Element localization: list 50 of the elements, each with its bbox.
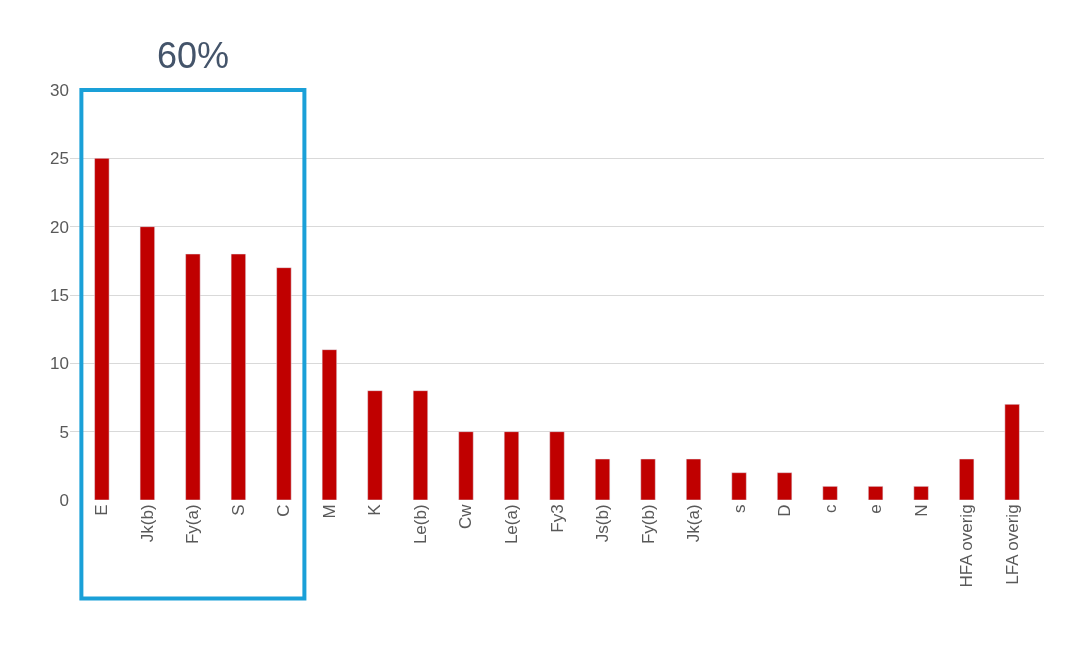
bar — [777, 472, 793, 500]
bar — [458, 431, 474, 500]
bar — [549, 431, 565, 500]
x-tick-label: Fy(a) — [183, 504, 203, 545]
bar — [594, 458, 611, 500]
bar — [185, 253, 201, 500]
x-tick-label: Js(b) — [593, 504, 613, 543]
x-tick-label: M — [319, 504, 339, 519]
bar — [822, 486, 838, 500]
x-tick-label: Jk(b) — [137, 504, 157, 543]
y-tick-label: 25 — [50, 149, 69, 169]
y-tick-label: 20 — [50, 217, 69, 237]
x-tick-label: C — [274, 504, 294, 517]
x-tick-label: Fy3 — [547, 504, 567, 533]
x-tick-label: K — [365, 503, 385, 516]
bar — [731, 472, 747, 500]
bar — [640, 458, 656, 500]
x-tick-label: LFA overig — [1002, 504, 1022, 585]
bar — [503, 431, 520, 500]
bar — [230, 253, 246, 500]
text: 60% — [157, 35, 230, 76]
y-tick-label: 5 — [59, 422, 69, 442]
bar — [94, 158, 110, 500]
x-tick-label: Le(b) — [410, 504, 430, 545]
bar — [321, 349, 337, 500]
bar — [367, 390, 383, 500]
bar — [139, 226, 155, 500]
bar — [868, 486, 884, 500]
x-tick-label: HFA overig — [957, 504, 977, 588]
bar — [1004, 404, 1020, 500]
x-tick-label: S — [228, 504, 248, 516]
bar — [276, 267, 292, 500]
bar — [913, 486, 929, 500]
x-tick-label: Cw — [456, 503, 476, 529]
x-tick-label: Le(a) — [502, 504, 522, 545]
x-tick-label: E — [92, 504, 112, 516]
y-tick-label: 10 — [50, 354, 69, 374]
x-tick-label: c — [820, 503, 840, 513]
y-tick-label: 0 — [59, 490, 69, 510]
x-tick-label: D — [775, 504, 795, 517]
x-tick-label: Fy(b) — [638, 504, 658, 545]
y-tick-label: 15 — [50, 285, 69, 305]
x-tick-label: e — [866, 504, 886, 514]
bar — [686, 458, 702, 500]
y-tick-label: 30 — [50, 80, 69, 100]
x-tick-label: Jk(a) — [684, 504, 704, 543]
bar — [412, 390, 428, 500]
x-tick-label: N — [911, 504, 931, 517]
x-tick-label: s — [729, 504, 749, 513]
bar — [959, 458, 975, 500]
